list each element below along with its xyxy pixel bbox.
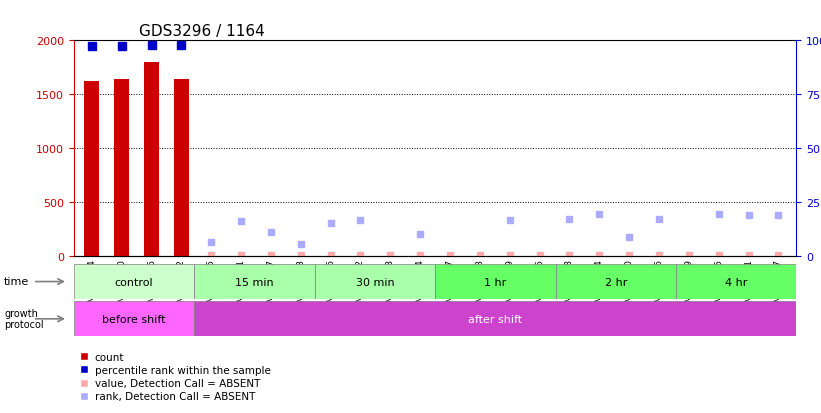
Bar — [114, 79, 129, 256]
Bar — [174, 79, 189, 256]
Text: after shift: after shift — [468, 314, 522, 324]
FancyBboxPatch shape — [74, 301, 195, 337]
Text: before shift: before shift — [103, 314, 166, 324]
FancyBboxPatch shape — [435, 264, 556, 299]
Text: 1 hr: 1 hr — [484, 277, 507, 287]
Text: growth
protocol: growth protocol — [4, 308, 44, 330]
Text: 15 min: 15 min — [235, 277, 274, 287]
Text: 2 hr: 2 hr — [604, 277, 627, 287]
FancyBboxPatch shape — [195, 301, 796, 337]
FancyBboxPatch shape — [195, 264, 314, 299]
Text: 4 hr: 4 hr — [725, 277, 747, 287]
Text: GDS3296 / 1164: GDS3296 / 1164 — [139, 24, 264, 39]
FancyBboxPatch shape — [676, 264, 796, 299]
FancyBboxPatch shape — [74, 264, 195, 299]
Legend: count, percentile rank within the sample, value, Detection Call = ABSENT, rank, : count, percentile rank within the sample… — [79, 352, 271, 401]
Text: time: time — [4, 277, 30, 287]
FancyBboxPatch shape — [556, 264, 676, 299]
FancyBboxPatch shape — [314, 264, 435, 299]
Bar — [85, 82, 99, 256]
Bar — [144, 63, 159, 256]
Text: 30 min: 30 min — [355, 277, 394, 287]
Text: control: control — [115, 277, 154, 287]
